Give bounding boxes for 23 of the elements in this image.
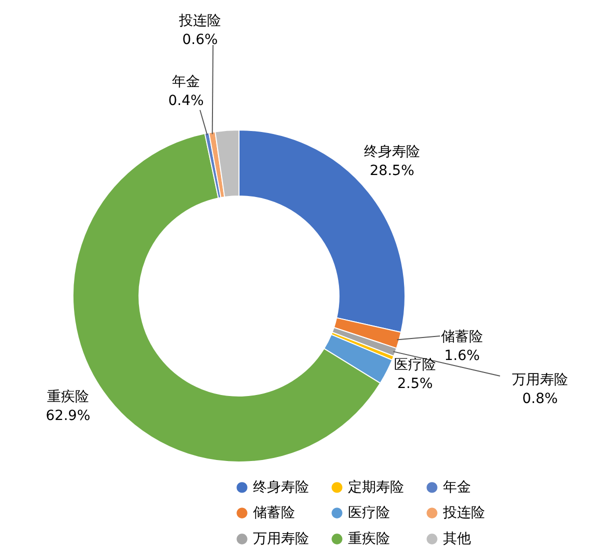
legend-label: 医疗险 — [348, 505, 390, 521]
legend-label: 投连险 — [442, 505, 485, 521]
slice-label: 万用寿险 — [512, 372, 568, 388]
legend-label: 万用寿险 — [253, 531, 309, 547]
legend-label: 储蓄险 — [253, 505, 295, 521]
legend-label: 重疾险 — [348, 531, 390, 547]
legend-label: 终身寿险 — [253, 479, 309, 496]
slice-label: 年金 — [172, 74, 200, 90]
legend-label: 定期寿险 — [348, 479, 404, 496]
data-label: 0.8% — [522, 391, 558, 407]
data-label: 62.9% — [46, 408, 90, 424]
slice-label: 重疾险 — [47, 389, 89, 405]
slice-label: 终身寿险 — [364, 144, 420, 160]
legend-label: 年金 — [443, 479, 471, 496]
data-label: 2.5% — [397, 376, 433, 392]
data-label: 28.5% — [370, 163, 414, 179]
slice-label: 医疗险 — [394, 357, 436, 373]
slice-label: 储蓄险 — [441, 329, 483, 345]
data-label: 0.4% — [168, 93, 204, 109]
data-label: 1.6% — [444, 348, 480, 364]
slice-label: 投连险 — [178, 13, 221, 29]
data-label: 0.6% — [182, 32, 218, 48]
legend-label: 其他 — [443, 531, 471, 547]
